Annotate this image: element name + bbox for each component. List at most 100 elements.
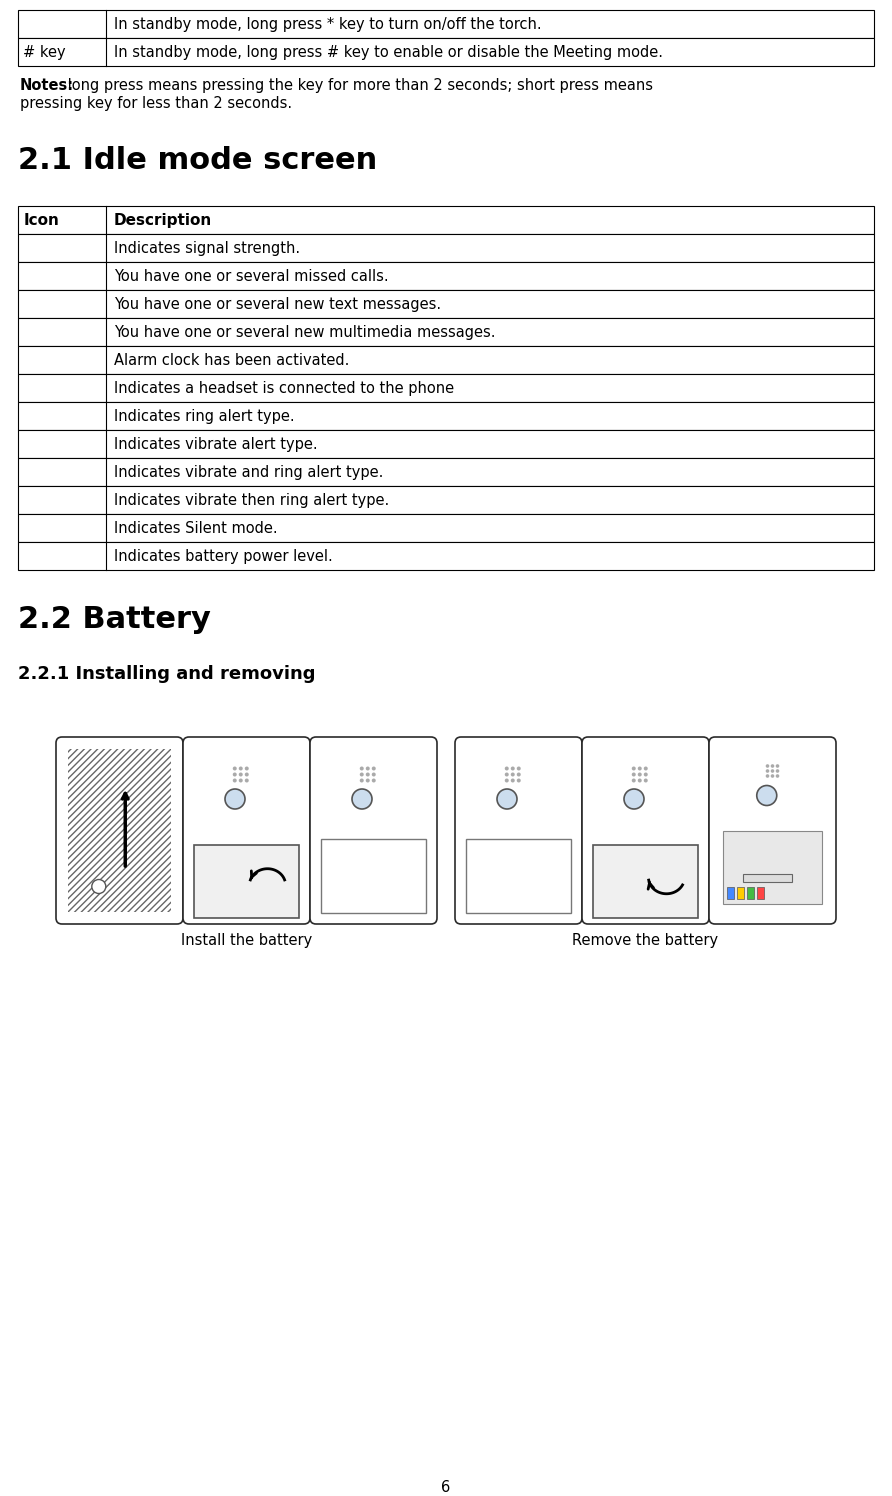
Text: Alarm clock has been activated.: Alarm clock has been activated.	[114, 353, 350, 368]
Circle shape	[516, 778, 521, 782]
Bar	[18, 290, 874, 319]
Circle shape	[516, 766, 521, 770]
Bar	[18, 319, 874, 346]
Text: Install the battery: Install the battery	[181, 934, 312, 948]
Bar	[18, 10, 874, 37]
Circle shape	[239, 772, 243, 776]
Text: Indicates a headset is connected to the phone: Indicates a headset is connected to the …	[114, 380, 454, 395]
Circle shape	[776, 769, 780, 773]
Text: Remove the battery: Remove the battery	[573, 934, 719, 948]
FancyBboxPatch shape	[310, 738, 437, 925]
Circle shape	[632, 778, 636, 782]
Text: Indicates ring alert type.: Indicates ring alert type.	[114, 408, 294, 423]
Bar	[18, 429, 874, 458]
Bar	[18, 374, 874, 402]
Text: long press means pressing the key for more than 2 seconds; short press means: long press means pressing the key for mo…	[63, 78, 653, 93]
Circle shape	[632, 772, 636, 776]
Circle shape	[239, 778, 243, 782]
Circle shape	[225, 788, 245, 809]
Bar	[18, 346, 874, 374]
Bar	[723, 830, 822, 904]
Bar	[743, 874, 792, 883]
Text: You have one or several missed calls.: You have one or several missed calls.	[114, 268, 389, 284]
Circle shape	[638, 766, 641, 770]
Text: Indicates vibrate and ring alert type.: Indicates vibrate and ring alert type.	[114, 464, 384, 480]
Circle shape	[756, 785, 777, 805]
Circle shape	[352, 788, 372, 809]
Text: In standby mode, long press # key to enable or disable the Meeting mode.: In standby mode, long press # key to ena…	[114, 45, 663, 60]
Circle shape	[366, 778, 370, 782]
Bar	[18, 262, 874, 290]
Circle shape	[624, 788, 644, 809]
Bar	[18, 486, 874, 515]
Circle shape	[771, 769, 774, 773]
Text: Indicates vibrate alert type.: Indicates vibrate alert type.	[114, 437, 318, 452]
Circle shape	[233, 778, 236, 782]
Bar	[18, 458, 874, 486]
Circle shape	[632, 766, 636, 770]
Circle shape	[511, 772, 515, 776]
FancyBboxPatch shape	[582, 738, 709, 925]
Text: Indicates battery power level.: Indicates battery power level.	[114, 549, 333, 564]
Bar	[321, 839, 426, 913]
Circle shape	[511, 778, 515, 782]
Circle shape	[771, 764, 774, 767]
Circle shape	[372, 778, 376, 782]
Circle shape	[644, 778, 648, 782]
Text: Notes:: Notes:	[20, 78, 74, 93]
Circle shape	[372, 766, 376, 770]
Bar	[18, 515, 874, 542]
Circle shape	[244, 766, 249, 770]
Bar	[466, 839, 571, 913]
Circle shape	[638, 778, 641, 782]
Circle shape	[771, 775, 774, 778]
Circle shape	[765, 764, 769, 767]
Text: 2.1 Idle mode screen: 2.1 Idle mode screen	[18, 147, 377, 175]
Circle shape	[244, 772, 249, 776]
Text: 2.2 Battery: 2.2 Battery	[18, 604, 211, 634]
Bar	[727, 887, 734, 899]
Bar	[593, 845, 698, 919]
Bar	[18, 37, 874, 66]
Circle shape	[505, 778, 508, 782]
Text: Icon: Icon	[24, 212, 60, 227]
Text: You have one or several new text messages.: You have one or several new text message…	[114, 296, 442, 311]
Bar	[194, 845, 299, 919]
Bar	[68, 749, 171, 913]
Circle shape	[233, 772, 236, 776]
Circle shape	[511, 766, 515, 770]
Bar	[747, 887, 754, 899]
Circle shape	[644, 766, 648, 770]
Bar	[18, 233, 874, 262]
Circle shape	[497, 788, 517, 809]
Text: 6: 6	[442, 1480, 450, 1495]
Circle shape	[776, 775, 780, 778]
Circle shape	[366, 772, 370, 776]
Text: In standby mode, long press * key to turn on/off the torch.: In standby mode, long press * key to tur…	[114, 16, 541, 31]
FancyBboxPatch shape	[709, 738, 836, 925]
Circle shape	[244, 778, 249, 782]
Circle shape	[765, 775, 769, 778]
Bar	[18, 542, 874, 570]
Bar	[757, 887, 764, 899]
Circle shape	[776, 764, 780, 767]
Circle shape	[644, 772, 648, 776]
Circle shape	[359, 766, 364, 770]
Bar	[18, 402, 874, 429]
FancyBboxPatch shape	[56, 738, 183, 925]
Bar	[737, 887, 744, 899]
Text: Indicates vibrate then ring alert type.: Indicates vibrate then ring alert type.	[114, 492, 389, 507]
Circle shape	[366, 766, 370, 770]
Circle shape	[765, 769, 769, 773]
Circle shape	[359, 778, 364, 782]
Text: # key: # key	[23, 45, 66, 60]
Circle shape	[359, 772, 364, 776]
Circle shape	[239, 766, 243, 770]
Text: Indicates Silent mode.: Indicates Silent mode.	[114, 521, 277, 536]
Bar	[18, 206, 874, 233]
Circle shape	[92, 880, 106, 893]
Circle shape	[516, 772, 521, 776]
Circle shape	[233, 766, 236, 770]
FancyBboxPatch shape	[183, 738, 310, 925]
Text: pressing key for less than 2 seconds.: pressing key for less than 2 seconds.	[20, 96, 292, 111]
